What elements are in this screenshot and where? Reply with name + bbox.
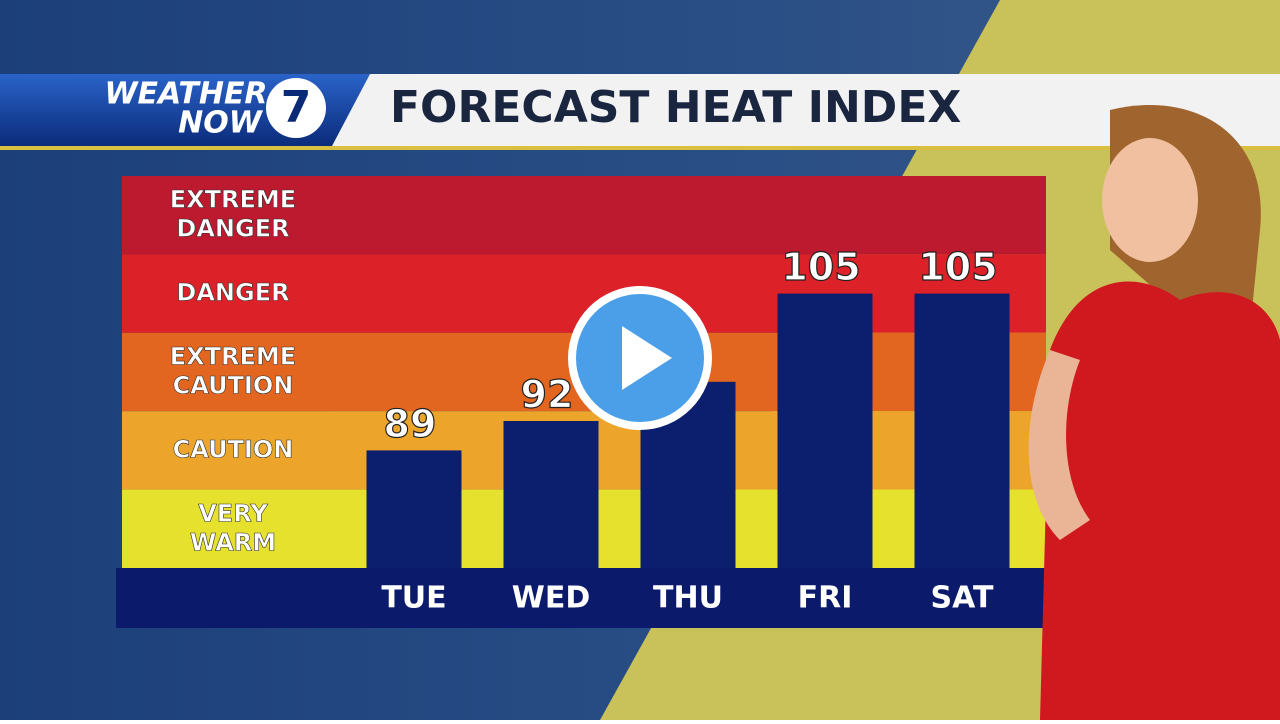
value-label: 105 — [781, 245, 860, 289]
presenter — [1028, 105, 1280, 720]
band-label: EXTREME — [170, 186, 296, 214]
chart-title: FORECAST HEAT INDEX — [390, 82, 961, 133]
x-tick-label: TUE — [381, 581, 446, 616]
bar — [777, 293, 873, 568]
band-label: DANGER — [176, 215, 289, 243]
band-label: CAUTION — [173, 372, 294, 400]
day-strip — [116, 568, 1046, 628]
value-label: 92 — [521, 373, 574, 417]
bar — [914, 293, 1010, 568]
band-label: EXTREME — [170, 343, 296, 371]
heat-band — [122, 176, 1046, 255]
bar — [366, 450, 462, 568]
bar — [503, 421, 599, 568]
value-label: 105 — [918, 245, 997, 289]
title-underline — [0, 146, 1280, 150]
band-label: DANGER — [176, 279, 289, 307]
x-tick-label: THU — [653, 581, 723, 616]
logo-text: NOW — [178, 106, 264, 141]
logo-number: 7 — [281, 82, 312, 133]
play-icon — [622, 326, 672, 390]
x-tick-label: SAT — [931, 581, 994, 616]
title-bar — [332, 74, 1280, 146]
band-label: CAUTION — [173, 435, 294, 463]
band-label: WARM — [190, 528, 276, 556]
x-tick-label: WED — [512, 581, 591, 616]
value-label: 89 — [384, 402, 437, 446]
x-tick-label: FRI — [798, 581, 853, 616]
band-label: VERY — [198, 499, 268, 527]
logo-circle — [266, 78, 326, 138]
logo-text: WEATHER — [104, 77, 267, 112]
